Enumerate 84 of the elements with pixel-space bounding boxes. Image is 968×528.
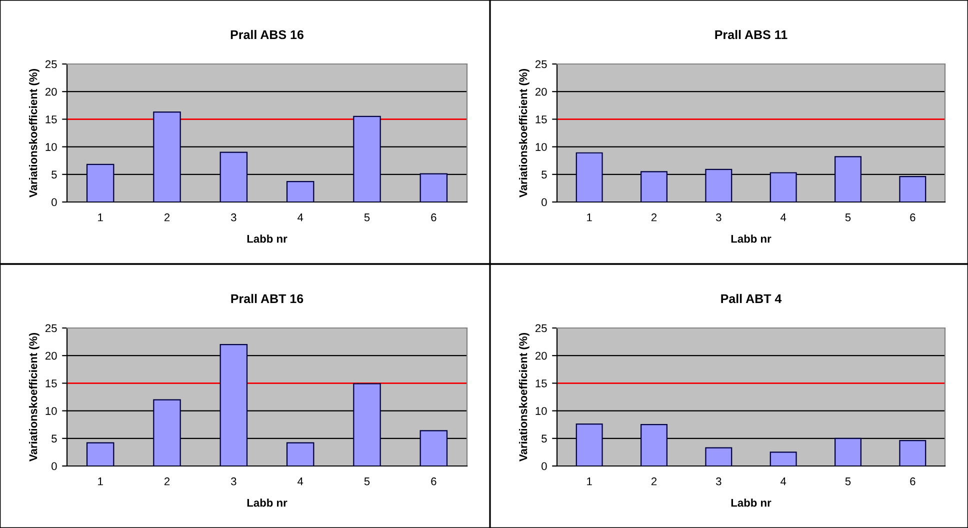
y-tick-label: 0 xyxy=(542,462,547,470)
x-tick-label: 1 xyxy=(587,478,592,486)
bar xyxy=(640,171,668,202)
y-tick-label: 25 xyxy=(45,60,57,68)
y-tick-label: 20 xyxy=(535,88,547,96)
x-tick-label: 2 xyxy=(651,477,657,486)
x-tick-label: 2 xyxy=(164,213,170,222)
x-axis-title: Labb nr xyxy=(731,498,772,507)
bar xyxy=(420,173,448,202)
y-tick-label: 15 xyxy=(536,116,547,124)
x-tick-label: 6 xyxy=(431,477,436,486)
x-tick-label: 4 xyxy=(780,478,786,486)
bar xyxy=(770,172,797,202)
x-tick-label: 6 xyxy=(910,477,916,486)
bar xyxy=(353,383,381,466)
bar xyxy=(576,423,603,466)
x-tick-label: 4 xyxy=(780,214,786,222)
bar xyxy=(834,156,862,202)
y-tick-label: 15 xyxy=(536,380,547,388)
y-axis-title: Variationskoefficient (%) xyxy=(29,333,40,462)
y-tick-label: 5 xyxy=(52,170,57,179)
y-tick-label: 10 xyxy=(46,143,57,151)
y-tick-label: 5 xyxy=(542,170,547,179)
x-tick-label: 4 xyxy=(298,478,304,486)
chart-title: Prall ABS 11 xyxy=(715,30,788,40)
y-tick-label: 10 xyxy=(536,407,547,415)
x-tick-label: 5 xyxy=(364,478,370,486)
bar xyxy=(86,442,114,466)
bar xyxy=(220,152,248,202)
x-axis-title: Labb nr xyxy=(247,234,288,243)
bar xyxy=(420,430,448,466)
y-tick-label: 15 xyxy=(46,380,57,388)
y-axis-title: Variationskoefficient (%) xyxy=(519,69,530,198)
y-tick-label: 5 xyxy=(52,434,57,443)
x-tick-label: 1 xyxy=(587,214,592,222)
y-tick-label: 0 xyxy=(52,198,57,206)
x-axis-title: Labb nr xyxy=(247,498,288,507)
bar xyxy=(220,344,248,466)
bar xyxy=(86,164,114,202)
x-tick-label: 3 xyxy=(716,213,722,222)
bar xyxy=(286,181,314,202)
x-tick-label: 3 xyxy=(716,477,722,486)
chart-title: Prall ABT 16 xyxy=(231,294,304,304)
x-tick-label: 1 xyxy=(98,478,103,486)
bar xyxy=(770,452,797,466)
bar xyxy=(153,111,181,202)
bar xyxy=(705,168,732,202)
x-tick-label: 6 xyxy=(910,213,916,222)
y-tick-label: 20 xyxy=(45,352,57,360)
y-axis-title: Variationskoefficient (%) xyxy=(519,333,530,462)
x-tick-label: 1 xyxy=(98,214,103,222)
x-tick-label: 5 xyxy=(845,214,851,222)
x-tick-label: 2 xyxy=(164,477,170,486)
y-tick-label: 25 xyxy=(45,324,57,332)
y-tick-label: 25 xyxy=(535,60,547,68)
x-axis-title: Labb nr xyxy=(731,234,772,243)
y-tick-label: 10 xyxy=(46,407,57,415)
y-tick-label: 5 xyxy=(542,434,547,443)
y-tick-label: 0 xyxy=(52,462,57,470)
chart-title: Prall ABS 16 xyxy=(230,30,304,40)
bar xyxy=(353,116,381,202)
x-tick-label: 5 xyxy=(845,478,851,486)
x-tick-label: 3 xyxy=(231,477,236,486)
bar xyxy=(153,399,181,466)
bar xyxy=(834,438,862,466)
y-tick-label: 20 xyxy=(535,352,547,360)
x-tick-label: 6 xyxy=(431,213,436,222)
y-tick-label: 20 xyxy=(45,88,57,96)
chart-title: Pall ABT 4 xyxy=(721,294,782,304)
bar xyxy=(640,424,668,466)
bar xyxy=(705,447,732,466)
bar xyxy=(899,176,926,202)
x-tick-label: 5 xyxy=(364,214,370,222)
y-tick-label: 0 xyxy=(542,198,547,206)
y-axis-title: Variationskoefficient (%) xyxy=(29,69,40,198)
y-tick-label: 15 xyxy=(46,116,57,124)
bar xyxy=(286,442,314,466)
x-tick-label: 3 xyxy=(231,213,236,222)
bar xyxy=(899,440,926,466)
y-tick-label: 25 xyxy=(535,324,547,332)
x-tick-label: 2 xyxy=(651,213,657,222)
y-tick-label: 10 xyxy=(536,143,547,151)
bar xyxy=(576,152,603,202)
x-tick-label: 4 xyxy=(298,214,304,222)
